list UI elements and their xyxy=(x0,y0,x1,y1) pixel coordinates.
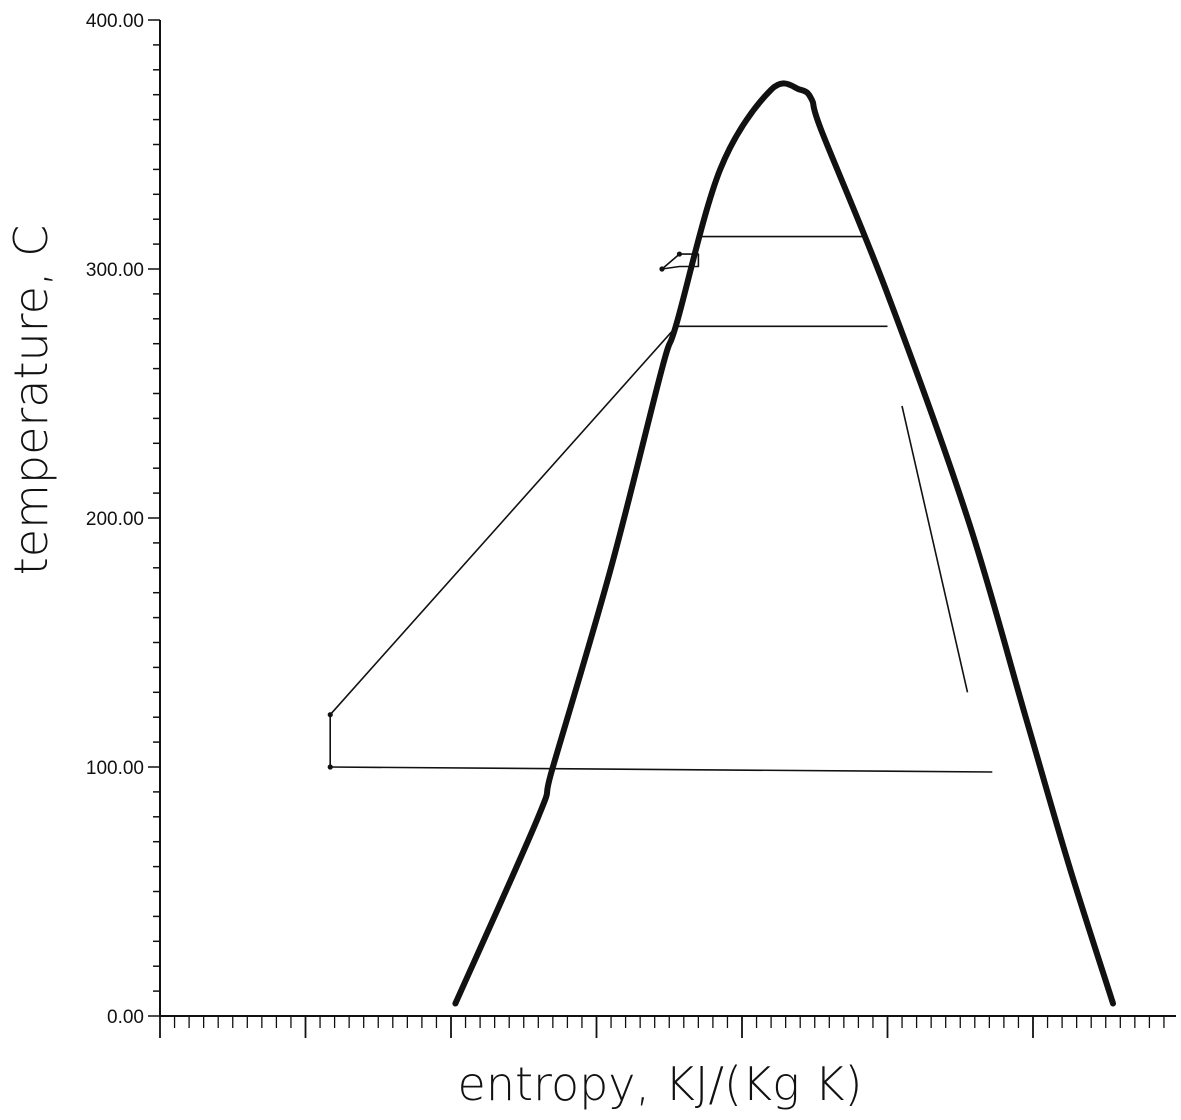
y-tick-label: 100.00 xyxy=(86,758,144,779)
data-point-marker xyxy=(327,712,333,718)
data-point-marker xyxy=(327,764,333,770)
saturation-dome-curve xyxy=(452,80,1116,1007)
y-axis-title: temperature, C xyxy=(4,225,58,576)
data-point-marker xyxy=(676,251,683,257)
small-cycle-line xyxy=(661,253,700,270)
cycle-path-line xyxy=(329,325,888,767)
plot-area xyxy=(327,80,1116,1007)
data-point-marker xyxy=(659,266,665,272)
y-tick-label: 400.00 xyxy=(86,11,144,32)
expansion-line-line xyxy=(901,405,969,693)
y-tick-label: 300.00 xyxy=(86,260,144,281)
axes: 0.00 100.00 200.00 300.00 400.00 xyxy=(86,11,1176,1038)
y-tick-label: 0.00 xyxy=(107,1007,144,1028)
y-tick-label: 200.00 xyxy=(86,509,144,530)
isotherm-line xyxy=(330,766,993,773)
x-axis-title: entropy, KJ/(Kg K) xyxy=(458,1057,863,1111)
